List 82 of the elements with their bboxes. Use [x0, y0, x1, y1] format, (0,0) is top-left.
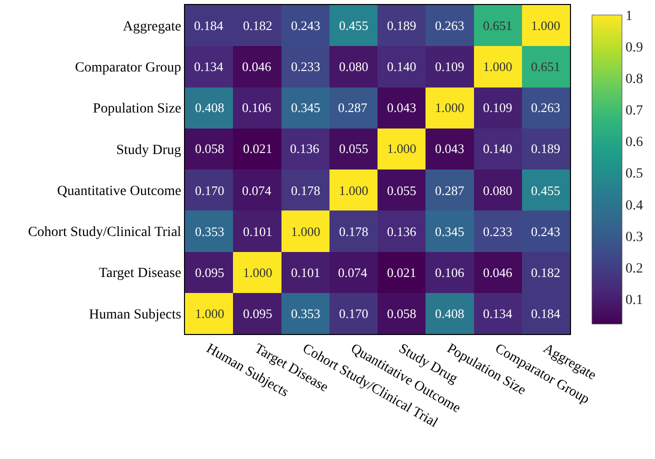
- data-label: 0.021: [387, 265, 416, 280]
- data-label: 0.353: [291, 306, 320, 321]
- data-label: 0.184: [194, 18, 224, 33]
- data-label: 0.651: [483, 18, 512, 33]
- data-label: 0.134: [194, 59, 224, 74]
- data-label: 1.000: [435, 100, 464, 115]
- data-label: 0.046: [483, 265, 513, 280]
- data-label: 0.134: [483, 306, 513, 321]
- data-label: 0.263: [531, 100, 560, 115]
- data-label: 0.058: [195, 141, 224, 156]
- y-tick-label: Target Disease: [98, 266, 182, 282]
- color-bar-label: 0.5: [626, 166, 644, 182]
- data-label: 0.055: [339, 141, 368, 156]
- data-label: 0.455: [531, 183, 560, 198]
- data-label: 0.109: [483, 100, 512, 115]
- data-label: 0.140: [483, 141, 512, 156]
- data-label: 1.000: [243, 265, 272, 280]
- data-label: 0.345: [435, 224, 464, 239]
- data-label: 1.000: [195, 306, 224, 321]
- data-label: 0.080: [483, 183, 512, 198]
- y-tick-label: Cohort Study/Clinical Trial: [28, 225, 182, 240]
- data-label: 0.178: [339, 224, 368, 239]
- color-bar-label: 0.1: [626, 292, 644, 308]
- data-label: 1.000: [531, 18, 560, 33]
- data-label: 0.178: [291, 183, 320, 198]
- data-label: 0.233: [483, 224, 512, 239]
- data-label: 0.170: [195, 183, 224, 198]
- color-bar-label: 0.6: [626, 135, 644, 150]
- data-label: 0.046: [242, 59, 272, 74]
- data-label: 0.095: [195, 265, 224, 280]
- color-bar-label: 1: [626, 8, 633, 24]
- data-label: 0.109: [435, 59, 464, 74]
- data-label: 0.106: [242, 100, 272, 115]
- color-bar-label: 0.7: [626, 104, 644, 119]
- data-label: 0.189: [531, 141, 560, 156]
- color-bar-label: 0.2: [626, 261, 644, 276]
- y-tick-label: Quantitative Outcome: [57, 184, 182, 199]
- data-label: 0.353: [195, 224, 224, 239]
- data-label: 0.182: [243, 18, 272, 33]
- color-bar-label: 0.9: [626, 40, 644, 56]
- data-label: 0.287: [435, 183, 465, 198]
- data-label: 0.345: [291, 100, 320, 115]
- data-label: 0.243: [531, 224, 560, 239]
- data-label: 0.095: [243, 306, 272, 321]
- data-label: 0.058: [387, 306, 416, 321]
- data-label: 0.043: [435, 141, 464, 156]
- data-label: 0.136: [290, 141, 320, 156]
- data-label: 0.106: [435, 265, 465, 280]
- data-label: 1.000: [387, 141, 416, 156]
- data-label: 0.184: [531, 306, 561, 321]
- data-label: 0.074: [242, 183, 272, 198]
- data-label: 0.074: [338, 265, 368, 280]
- data-label: 0.243: [291, 18, 320, 33]
- data-label: 0.101: [291, 265, 320, 280]
- data-label: 0.233: [291, 59, 320, 74]
- color-bar-label: 0.4: [626, 198, 644, 214]
- data-label: 0.021: [243, 141, 272, 156]
- y-tick-label: Population Size: [92, 102, 182, 117]
- data-label: 1.000: [483, 59, 512, 74]
- data-label: 0.182: [531, 265, 560, 280]
- y-tick-label: Comparator Group: [75, 60, 182, 76]
- data-label: 0.043: [387, 100, 416, 115]
- data-label: 0.101: [243, 224, 272, 239]
- data-label: 0.136: [387, 224, 417, 239]
- data-label: 0.055: [387, 183, 416, 198]
- color-bar-label: 0.3: [626, 230, 644, 245]
- data-label: 1.000: [339, 183, 368, 198]
- data-label: 0.170: [339, 306, 368, 321]
- color-bar-label: 0.8: [626, 72, 644, 88]
- y-tick-label: Aggregate: [122, 19, 182, 34]
- data-label: 0.287: [338, 100, 368, 115]
- data-label: 0.408: [435, 306, 464, 321]
- y-tick-label: Study Drug: [116, 142, 182, 158]
- data-label: 1.000: [291, 224, 320, 239]
- data-label: 0.408: [195, 100, 224, 115]
- data-label: 0.189: [387, 18, 416, 33]
- data-label: 0.080: [339, 59, 368, 74]
- data-label: 0.140: [387, 59, 416, 74]
- data-label: 0.651: [531, 59, 560, 74]
- data-label: 0.263: [435, 18, 464, 33]
- y-tick-label: Human Subjects: [89, 307, 182, 322]
- data-label: 0.455: [339, 18, 368, 33]
